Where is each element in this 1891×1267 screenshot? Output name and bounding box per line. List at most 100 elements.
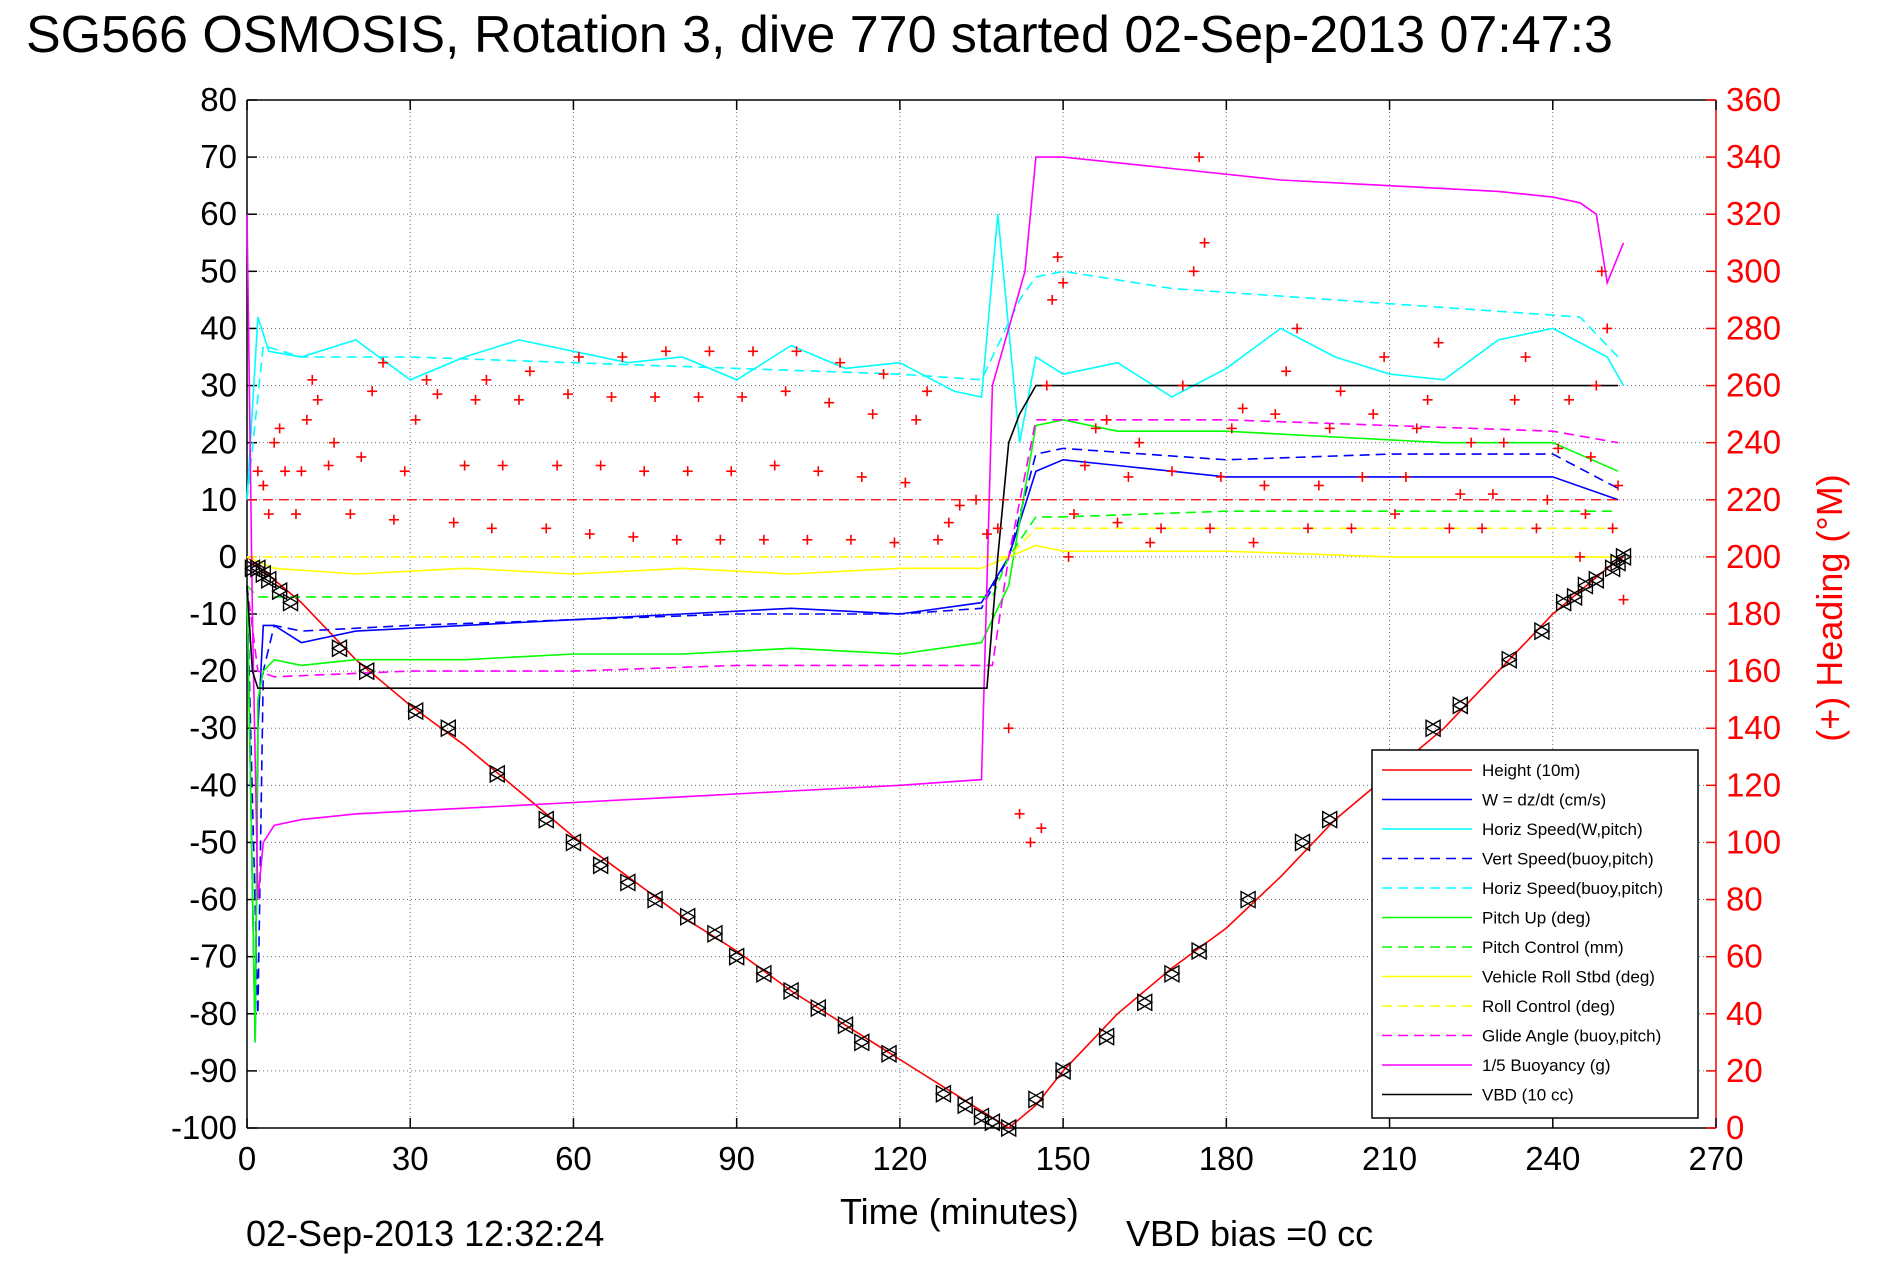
heading-marker xyxy=(497,460,508,471)
heading-marker xyxy=(1455,489,1466,500)
heading-marker xyxy=(1112,517,1123,528)
heading-marker xyxy=(252,466,263,477)
heading-marker xyxy=(867,409,878,420)
heading-marker xyxy=(524,366,535,377)
heading-marker xyxy=(1618,594,1629,605)
heading-marker xyxy=(552,460,563,471)
heading-marker xyxy=(1123,471,1134,482)
legend: Height (10m) W = dz/dt (cm/s) Horiz Speed(… xyxy=(1371,749,1699,1119)
depth-marker-back xyxy=(1027,1090,1044,1109)
heading-marker xyxy=(889,537,900,548)
heading-marker xyxy=(432,389,443,400)
heading-marker xyxy=(856,471,867,482)
heading-marker xyxy=(1574,551,1585,562)
heading-marker xyxy=(258,480,269,491)
heading-marker xyxy=(650,391,661,402)
heading-marker xyxy=(628,531,639,542)
depth-marker-back xyxy=(488,764,505,784)
series-line xyxy=(246,510,1619,598)
y-tick-label: -90 xyxy=(189,1052,237,1089)
legend-label: 1/5 Buoyancy (g) xyxy=(1482,1056,1611,1075)
y-right-tick-label: 40 xyxy=(1726,995,1763,1032)
heading-marker xyxy=(274,423,285,434)
x-tick-label: 270 xyxy=(1688,1140,1743,1177)
heading-marker xyxy=(845,534,856,545)
heading-marker xyxy=(1324,423,1335,434)
heading-marker xyxy=(1346,523,1357,534)
heading-marker xyxy=(1389,509,1400,520)
heading-marker xyxy=(1101,414,1112,425)
y-right-tick-label: 280 xyxy=(1726,309,1781,346)
y-right-tick-label: 320 xyxy=(1726,195,1781,232)
heading-marker xyxy=(813,466,824,477)
heading-marker xyxy=(323,460,334,471)
depth-marker-back xyxy=(565,833,582,852)
heading-marker xyxy=(301,414,312,425)
legend-label: Vehicle Roll Stbd (deg) xyxy=(1482,968,1655,987)
legend-label: W = dz/dt (cm/s) xyxy=(1482,791,1606,810)
heading-marker xyxy=(1177,380,1188,391)
axes: 0 30 60 90 120 150 180 210 240 270 80 70 60 50 40 30 20 1… xyxy=(171,81,1781,1177)
depth-marker-back xyxy=(956,1095,973,1115)
heading-marker xyxy=(1433,337,1444,348)
right-axis-label: (+) Heading (°M) xyxy=(1809,474,1850,741)
heading-marker xyxy=(312,394,323,405)
legend-label: Horiz Speed(W,pitch) xyxy=(1482,820,1643,839)
depth-marker-back xyxy=(1190,941,1207,961)
heading-marker xyxy=(367,386,378,397)
heading-marker xyxy=(932,534,943,545)
depth-marker-back xyxy=(1136,993,1153,1012)
heading-marker xyxy=(1047,294,1058,305)
heading-marker xyxy=(878,369,889,380)
heading-marker xyxy=(1607,523,1618,534)
y-right-tick-label: 340 xyxy=(1726,138,1781,175)
depth-marker-back xyxy=(1424,719,1441,738)
heading-marker xyxy=(1052,252,1063,263)
heading-marker xyxy=(1194,152,1205,163)
heading-marker xyxy=(541,523,552,534)
depth-marker-back xyxy=(706,924,723,944)
heading-marker xyxy=(780,386,791,397)
y-tick-label: -40 xyxy=(189,766,237,803)
heading-markers xyxy=(247,152,1629,848)
y-right-tick-label: 0 xyxy=(1726,1109,1744,1146)
heading-marker xyxy=(421,374,432,385)
heading-marker xyxy=(1134,437,1145,448)
y-right-tick-label: 140 xyxy=(1726,709,1781,746)
heading-marker xyxy=(954,500,965,511)
heading-marker xyxy=(671,534,682,545)
heading-marker xyxy=(704,346,715,357)
heading-marker xyxy=(693,391,704,402)
depth-marker-back xyxy=(646,890,663,909)
y-tick-label: -30 xyxy=(189,709,237,746)
legend-label: Horiz Speed(buoy,pitch) xyxy=(1482,879,1663,898)
heading-marker xyxy=(448,517,459,528)
heading-marker xyxy=(1237,403,1248,414)
heading-marker xyxy=(943,517,954,528)
heading-marker xyxy=(1531,523,1542,534)
heading-marker xyxy=(1520,352,1531,362)
x-tick-label: 0 xyxy=(238,1140,256,1177)
y-right-tick-label: 200 xyxy=(1726,538,1781,575)
heading-marker xyxy=(606,391,617,402)
depth-marker-back xyxy=(809,998,826,1018)
y-right-tick-label: 120 xyxy=(1726,766,1781,803)
depth-marker-back xyxy=(1451,696,1468,715)
series-line xyxy=(247,527,1619,558)
y-right-tick-label: 180 xyxy=(1726,595,1781,632)
heading-marker xyxy=(280,466,291,477)
depth-marker-back xyxy=(619,873,636,892)
heading-marker xyxy=(1259,480,1270,491)
heading-marker xyxy=(1036,823,1047,834)
depth-marker-back xyxy=(1239,890,1256,909)
heading-marker xyxy=(1564,394,1575,405)
heading-marker xyxy=(769,460,780,471)
depth-marker-back xyxy=(271,581,288,601)
y-right-tick-label: 220 xyxy=(1726,481,1781,518)
depth-marker-back xyxy=(439,719,457,738)
heading-marker xyxy=(1226,423,1237,434)
depth-marker-back xyxy=(358,661,375,681)
heading-marker xyxy=(1379,352,1390,362)
